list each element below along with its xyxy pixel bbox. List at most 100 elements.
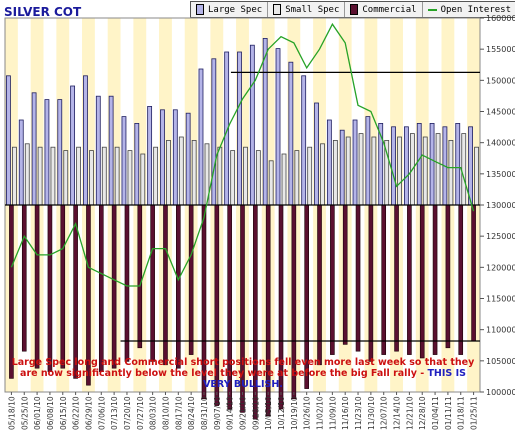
commercial-bar [34,204,40,369]
small-spec-swatch [273,4,282,15]
y-tick-label: 135000 [486,170,515,179]
small-spec-bar [243,146,248,206]
commercial-bar [47,204,53,372]
small-spec-bar [320,143,325,206]
x-tick-label: 08/17/10 [174,396,183,430]
x-tick-label: 05/18/10 [7,396,16,430]
x-tick-label: 11/23/10 [354,396,363,430]
x-tick-label: 08/24/10 [187,396,196,430]
commercial-bar [471,204,476,342]
small-spec-bar [12,146,17,206]
small-spec-bar [114,146,120,206]
x-tick-label: 08/03/10 [149,396,158,430]
large-spec-bar [147,106,153,206]
commercial-swatch [350,4,359,15]
large-spec-bar [57,99,63,206]
large-spec-bar [121,116,127,206]
commercial-bar [137,204,143,349]
commercial-bar [368,204,374,362]
commercial-bar [432,204,438,355]
x-tick-label: 11/30/10 [367,396,376,430]
commercial-bar [21,204,27,352]
large-spec-bar [172,109,178,206]
x-tick-label: 12/28/10 [418,396,427,430]
large-spec-bar [314,102,319,206]
large-spec-bar [134,123,140,206]
y-tick-label: 155000 [486,45,515,54]
commercial-bar [342,204,348,345]
large-spec-bar [108,95,114,206]
legend-small-spec: Small Spec [268,2,346,17]
small-spec-bar [307,146,313,206]
legend-open-interest: Open Interest [423,2,515,17]
large-spec-bar [185,112,191,206]
x-tick-label: 10/26/10 [303,396,312,430]
small-spec-bar [50,146,56,206]
commercial-bar [458,204,464,355]
small-spec-bar [268,160,274,206]
y-tick-label: 160000 [486,14,515,23]
y-tick-label: 145000 [486,108,515,117]
x-tick-label: 11/16/10 [341,396,350,430]
y-tick-label: 115000 [486,295,515,304]
small-spec-bar [63,150,69,206]
x-tick-label: 07/13/10 [110,396,119,430]
large-spec-bar [468,126,473,206]
small-spec-bar [397,136,402,206]
annotation-text: Large Spec long and Commercial short pos… [11,357,475,379]
large-spec-bar [339,129,345,206]
small-spec-bar [435,133,441,206]
large-spec-bar [416,123,422,206]
x-tick-label: 09/21/10 [239,396,248,430]
large-spec-bar [6,75,11,206]
x-tick-label: 08/10/10 [161,396,170,430]
x-tick-label: 01/11/11 [444,396,453,430]
x-tick-label: 11/09/10 [328,396,337,430]
x-tick-label: 06/01/10 [33,396,42,430]
large-spec-bar [262,38,268,206]
large-spec-bar [326,119,332,206]
large-spec-bar [83,75,88,206]
small-spec-bar [76,146,82,206]
x-tick-label: 10/05/10 [264,396,273,430]
x-tick-label: 12/07/10 [380,396,389,430]
y-tick-label: 130000 [486,201,515,210]
large-spec-bar [95,95,101,206]
x-tick-label: 06/22/10 [72,396,81,430]
large-spec-bar [198,68,204,206]
x-tick-label: 06/15/10 [59,396,68,430]
large-spec-bar [237,51,242,206]
y-tick-label: 120000 [486,263,515,272]
small-spec-bar [371,136,377,206]
large-spec-bar [352,119,358,206]
commercial-bar [111,204,117,369]
commercial-bar [9,204,14,379]
y-tick-label: 140000 [486,139,515,148]
commercial-bar [407,204,412,355]
large-spec-bar [365,116,371,206]
small-spec-bar [217,146,223,206]
open-interest-swatch [427,8,437,11]
commercial-bar [355,204,361,352]
large-spec-swatch [196,4,204,15]
large-spec-bar [288,61,294,206]
y-tick-label: 150000 [486,76,515,85]
legend-large-spec: Large Spec [191,2,269,17]
small-spec-bar [153,146,159,206]
small-spec-bar [358,133,364,206]
legend-open-interest-label: Open Interest [440,4,512,15]
large-spec-bar [249,44,255,206]
small-spec-bar [24,143,30,206]
commercial-bar [394,204,399,352]
small-spec-bar [101,146,107,206]
chart-title: SILVER COT [4,5,82,19]
large-spec-bar [391,126,396,206]
y-tick-label: 100000 [486,388,515,397]
x-tick-label: 10/19/10 [290,396,299,430]
annotation-highlight: THIS IS VERY BULLISH. [203,368,466,390]
large-spec-bar [455,123,461,206]
x-tick-label: 06/29/10 [84,396,93,430]
commercial-bar [445,204,451,349]
